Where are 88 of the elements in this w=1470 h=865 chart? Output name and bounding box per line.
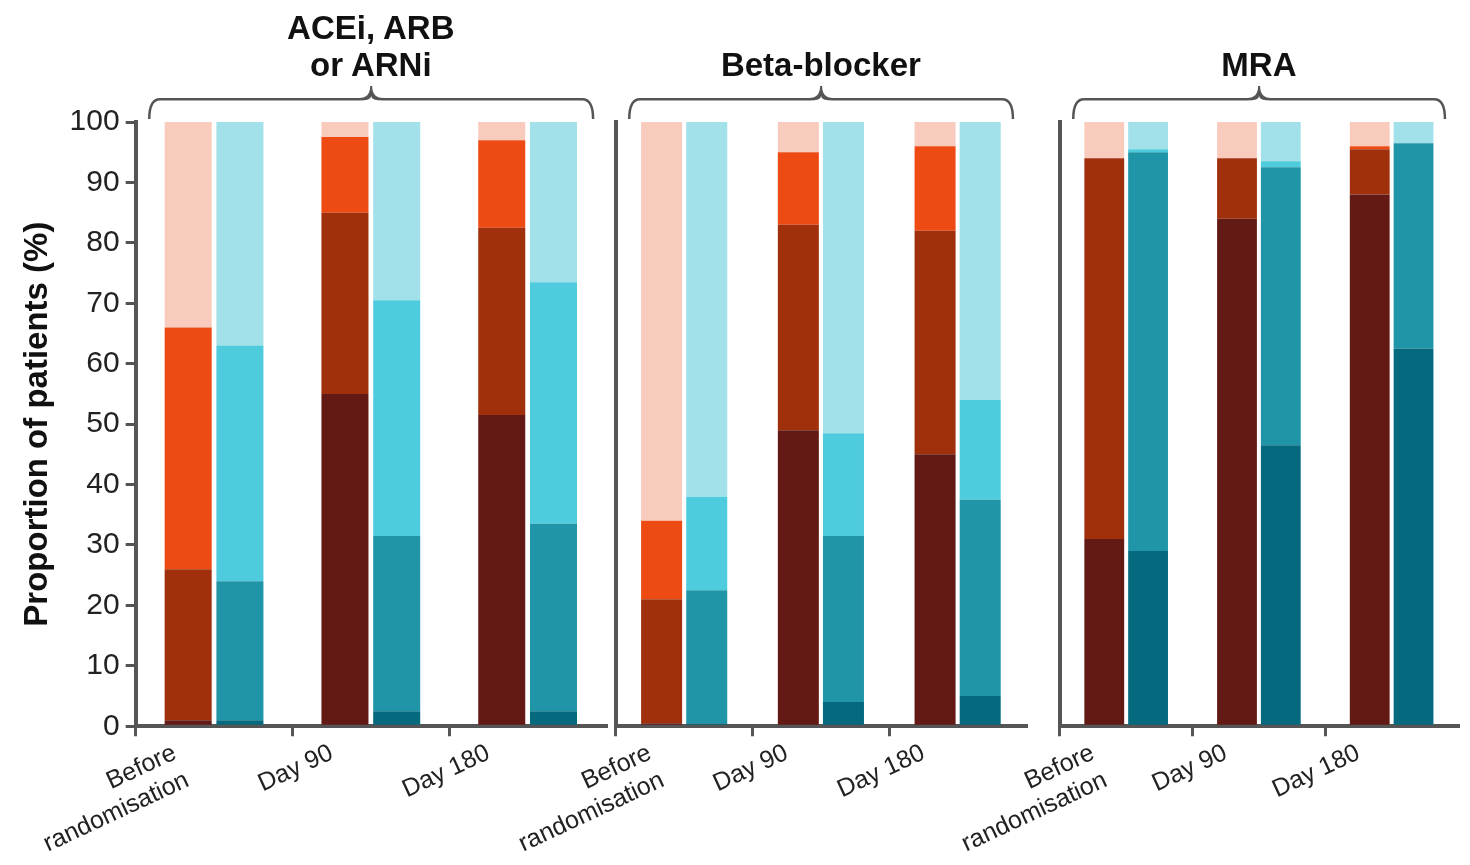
bar [1084, 538, 1125, 725]
y-tick-label: 0 [102, 707, 120, 741]
bar [641, 122, 683, 521]
bar [1349, 146, 1390, 150]
chart-title: MRA [1220, 46, 1298, 84]
bar [641, 599, 683, 724]
y-tick-label: 60 [86, 344, 120, 378]
y-tick-label: 20 [86, 586, 120, 620]
bar [529, 122, 577, 283]
bar [777, 122, 819, 153]
bar [777, 152, 819, 225]
bar [478, 415, 526, 725]
bar [1393, 348, 1434, 725]
bar [777, 224, 819, 431]
x-tick-label: Day 90 [708, 737, 792, 797]
bar [1260, 167, 1301, 446]
bar [1217, 122, 1257, 159]
bar [914, 230, 956, 455]
bar [686, 496, 728, 591]
bar [822, 433, 864, 536]
x-tick-label: Day 180 [1267, 737, 1364, 802]
bar [216, 720, 264, 725]
bar [822, 122, 864, 434]
bar [321, 393, 369, 725]
bar [1084, 158, 1125, 539]
bar [373, 711, 421, 725]
bar [529, 523, 577, 712]
bar [216, 345, 264, 582]
y-axis-title: Proportion of patients (%) [16, 221, 54, 627]
bar [216, 122, 264, 346]
bar [959, 122, 1001, 400]
bar [164, 327, 212, 570]
y-tick-label: 100 [69, 103, 120, 137]
bar [478, 140, 526, 228]
y-tick-label: 30 [86, 526, 120, 560]
bar [1128, 551, 1168, 725]
bar [959, 499, 1001, 697]
bar [822, 702, 864, 725]
bar [959, 696, 1001, 725]
bar [686, 122, 728, 497]
bar [164, 569, 212, 721]
bar [1084, 122, 1125, 159]
bar [321, 137, 369, 213]
y-tick-label: 70 [86, 284, 120, 318]
bar [321, 212, 369, 394]
bar [1128, 149, 1168, 153]
bar [1349, 122, 1390, 147]
bar [822, 535, 864, 703]
bar [373, 122, 421, 301]
x-tick-label: Day 180 [832, 737, 929, 802]
x-tick-label: Day 90 [1147, 737, 1231, 797]
chart-title: ACEi, ARB or ARNi [286, 9, 456, 84]
bar [1128, 122, 1168, 150]
x-tick-label: Day 180 [397, 737, 494, 802]
bar [641, 520, 683, 600]
x-tick-label: Day 90 [253, 737, 337, 797]
bar [914, 454, 956, 725]
bar [478, 227, 526, 416]
bar [914, 122, 956, 147]
bar [777, 430, 819, 725]
bar [373, 300, 421, 536]
y-tick-label: 40 [86, 465, 120, 499]
bar [1349, 149, 1390, 195]
bar [1349, 194, 1390, 725]
y-tick-label: 90 [86, 163, 120, 197]
bar [529, 711, 577, 725]
bar [216, 581, 264, 721]
bar [1393, 122, 1434, 144]
bar [686, 590, 728, 724]
bar [529, 282, 577, 524]
bar [1393, 143, 1434, 349]
bar [478, 122, 526, 141]
bar [1260, 445, 1301, 725]
bar [164, 720, 212, 725]
bar [1128, 152, 1168, 552]
chart-title: Beta-blocker [719, 46, 922, 84]
bar [164, 122, 212, 328]
bar [1217, 158, 1257, 219]
bar [373, 535, 421, 712]
bar [1260, 161, 1301, 168]
bar [1217, 218, 1257, 725]
y-tick-label: 80 [86, 224, 120, 258]
y-tick-label: 10 [86, 647, 120, 681]
bar [914, 146, 956, 231]
y-tick-label: 50 [86, 405, 120, 439]
bar [959, 399, 1001, 500]
bar [321, 122, 369, 138]
bar [1260, 122, 1301, 162]
